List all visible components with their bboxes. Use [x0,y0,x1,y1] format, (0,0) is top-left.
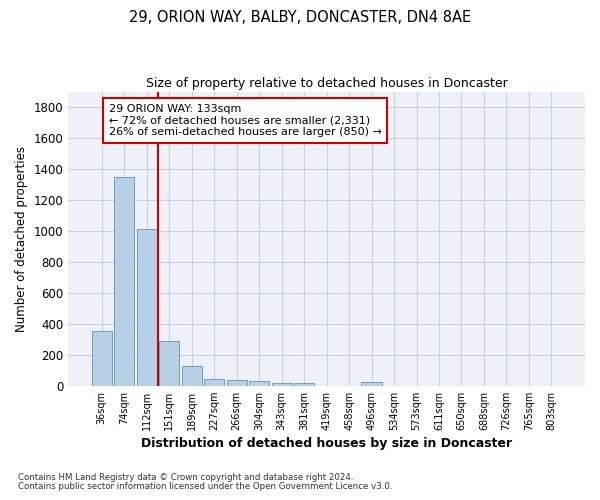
Bar [272,382,292,386]
Bar [204,379,224,386]
Bar [361,382,382,386]
Bar [137,230,157,386]
Bar [294,384,314,386]
Bar [182,366,202,386]
Text: Contains HM Land Registry data © Crown copyright and database right 2024.: Contains HM Land Registry data © Crown c… [18,474,353,482]
Bar [227,380,247,386]
Text: 29, ORION WAY, BALBY, DONCASTER, DN4 8AE: 29, ORION WAY, BALBY, DONCASTER, DN4 8AE [129,10,471,25]
Title: Size of property relative to detached houses in Doncaster: Size of property relative to detached ho… [146,78,508,90]
Bar [159,341,179,386]
Y-axis label: Number of detached properties: Number of detached properties [15,146,28,332]
Bar [249,382,269,386]
Text: 29 ORION WAY: 133sqm
← 72% of detached houses are smaller (2,331)
26% of semi-de: 29 ORION WAY: 133sqm ← 72% of detached h… [109,104,382,137]
Bar [114,177,134,386]
X-axis label: Distribution of detached houses by size in Doncaster: Distribution of detached houses by size … [141,437,512,450]
Text: Contains public sector information licensed under the Open Government Licence v3: Contains public sector information licen… [18,482,392,491]
Bar [92,331,112,386]
